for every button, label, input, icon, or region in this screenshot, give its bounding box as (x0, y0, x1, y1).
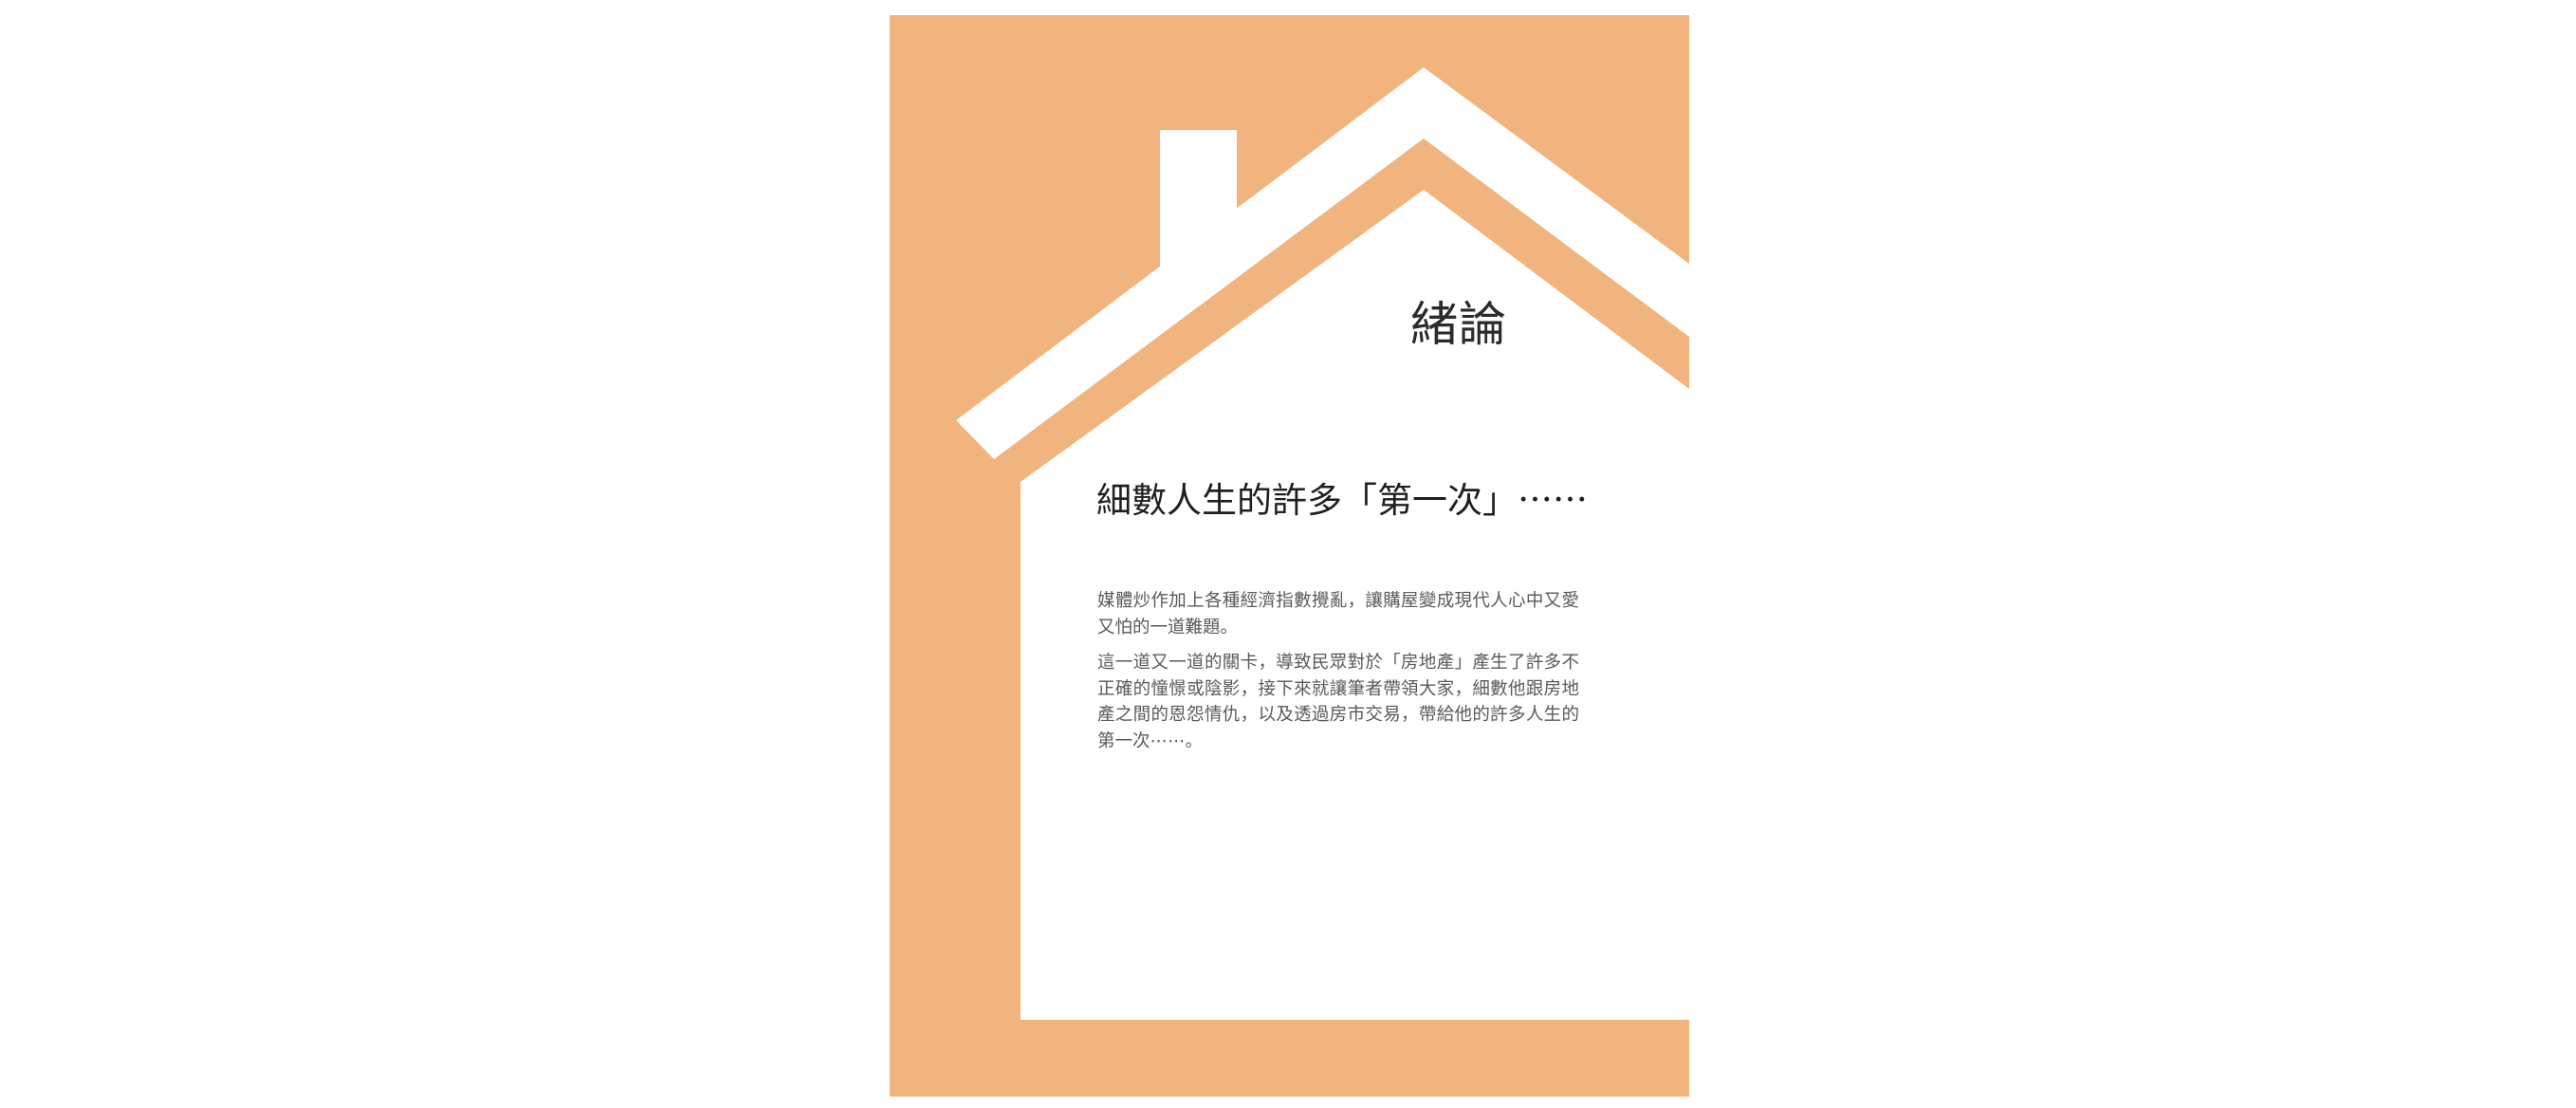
house-interior (1021, 190, 1689, 1020)
chimney (1160, 130, 1237, 268)
body-text: 媒體炒作加上各種經濟指數攪亂，讓購屋變成現代人心中又愛又怕的一道難題。 這一道又… (1097, 588, 1579, 764)
body-paragraph: 這一道又一道的關卡，導致民眾對於「房地產」產生了許多不正確的憧憬或陰影，接下來就… (1097, 653, 1579, 751)
roof-band (956, 67, 1689, 459)
body-paragraph: 媒體炒作加上各種經濟指數攪亂，讓購屋變成現代人心中又愛又怕的一道難題。 (1097, 591, 1579, 637)
house-outline-illustration (890, 15, 1689, 1097)
page-headline: 細數人生的許多「第一次」⋯⋯ (1096, 480, 1588, 521)
chapter-title: 緒論 (1410, 297, 1507, 352)
book-page: 緒論 細數人生的許多「第一次」⋯⋯ 媒體炒作加上各種經濟指數攪亂，讓購屋變成現代… (890, 15, 1689, 1097)
